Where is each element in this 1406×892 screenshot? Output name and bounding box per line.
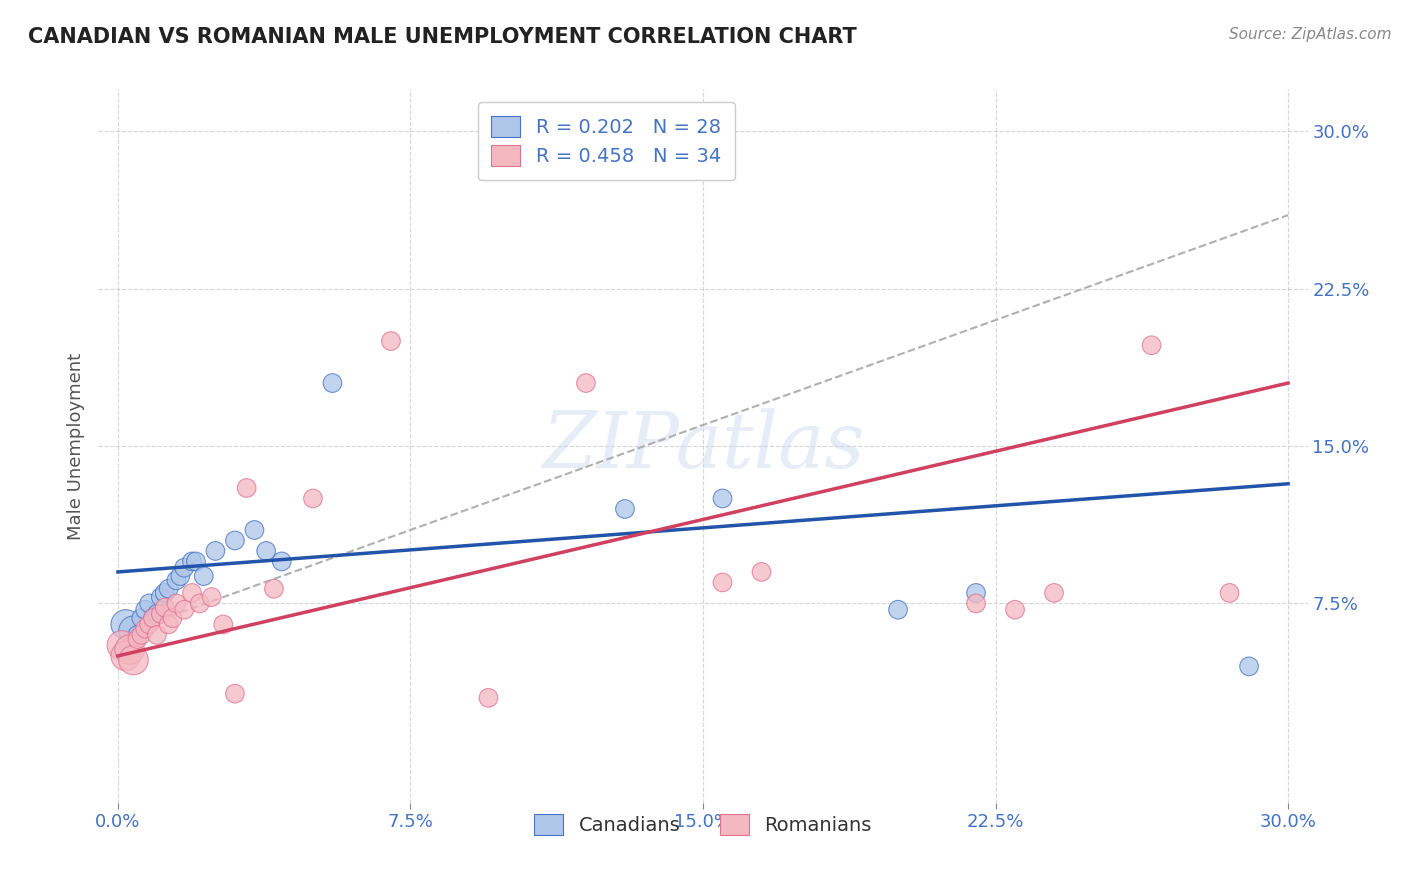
- Y-axis label: Male Unemployment: Male Unemployment: [66, 352, 84, 540]
- Point: [146, 607, 169, 621]
- Point: [887, 603, 910, 617]
- Point: [157, 617, 180, 632]
- Point: [114, 617, 136, 632]
- Point: [114, 648, 136, 663]
- Point: [711, 491, 734, 506]
- Point: [751, 565, 773, 579]
- Point: [127, 632, 149, 646]
- Point: [193, 569, 215, 583]
- Point: [321, 376, 343, 390]
- Point: [263, 582, 285, 596]
- Point: [254, 544, 277, 558]
- Point: [165, 574, 187, 588]
- Point: [173, 603, 195, 617]
- Point: [138, 596, 160, 610]
- Point: [575, 376, 598, 390]
- Point: [711, 575, 734, 590]
- Point: [181, 586, 204, 600]
- Point: [204, 544, 226, 558]
- Point: [1140, 338, 1163, 352]
- Point: [149, 590, 172, 604]
- Point: [200, 590, 222, 604]
- Text: Source: ZipAtlas.com: Source: ZipAtlas.com: [1229, 27, 1392, 42]
- Point: [165, 596, 187, 610]
- Point: [1237, 659, 1260, 673]
- Legend: Canadians, Romanians: Canadians, Romanians: [526, 806, 880, 843]
- Point: [118, 642, 141, 657]
- Point: [224, 687, 246, 701]
- Point: [965, 596, 987, 610]
- Point: [181, 554, 204, 568]
- Point: [111, 639, 134, 653]
- Point: [162, 611, 184, 625]
- Point: [138, 617, 160, 632]
- Point: [173, 560, 195, 574]
- Point: [477, 690, 499, 705]
- Point: [302, 491, 325, 506]
- Point: [184, 554, 207, 568]
- Point: [235, 481, 257, 495]
- Point: [212, 617, 235, 632]
- Point: [134, 622, 156, 636]
- Point: [122, 624, 145, 638]
- Text: CANADIAN VS ROMANIAN MALE UNEMPLOYMENT CORRELATION CHART: CANADIAN VS ROMANIAN MALE UNEMPLOYMENT C…: [28, 27, 856, 46]
- Point: [157, 582, 180, 596]
- Point: [965, 586, 987, 600]
- Point: [380, 334, 402, 348]
- Point: [122, 653, 145, 667]
- Point: [127, 628, 149, 642]
- Point: [131, 628, 153, 642]
- Point: [153, 586, 176, 600]
- Point: [1219, 586, 1241, 600]
- Point: [142, 611, 165, 625]
- Point: [149, 607, 172, 621]
- Point: [1004, 603, 1026, 617]
- Point: [131, 611, 153, 625]
- Point: [224, 533, 246, 548]
- Point: [169, 569, 191, 583]
- Point: [134, 603, 156, 617]
- Point: [243, 523, 266, 537]
- Point: [614, 502, 637, 516]
- Point: [142, 611, 165, 625]
- Point: [146, 628, 169, 642]
- Point: [1043, 586, 1066, 600]
- Point: [270, 554, 292, 568]
- Point: [188, 596, 211, 610]
- Point: [153, 600, 176, 615]
- Text: ZIPatlas: ZIPatlas: [541, 408, 865, 484]
